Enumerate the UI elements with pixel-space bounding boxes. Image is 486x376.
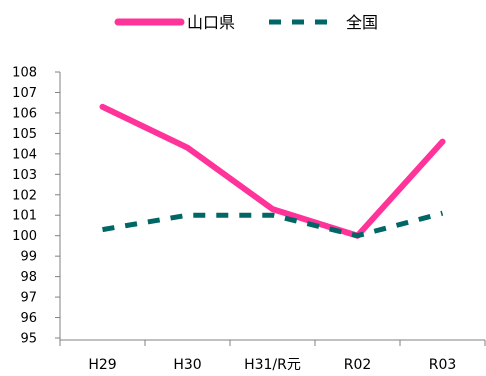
y-tick-label: 98: [20, 270, 37, 285]
y-tick-label: 107: [12, 86, 37, 101]
y-tick-label: 97: [20, 291, 37, 306]
x-tick-label: R03: [429, 357, 457, 373]
legend-label: 山口県: [187, 13, 235, 32]
legend-item: 山口県: [114, 13, 235, 32]
legend-item: 全国: [269, 13, 378, 32]
y-tick-label: 96: [20, 311, 37, 326]
x-tick-label: H29: [88, 357, 116, 373]
series-layer: [99, 103, 446, 239]
x-tick-label: H30: [173, 357, 201, 373]
y-tick-label: 108: [12, 66, 37, 81]
x-tick-label: H31/R元: [244, 357, 301, 373]
y-tick-label: 104: [12, 147, 37, 162]
y-tick-label: 102: [12, 188, 37, 203]
y-tick-label: 106: [12, 106, 37, 121]
x-tick-label: R02: [344, 357, 372, 373]
axes: 95 96 97 98 99 100 101 102 103 104 105 106 107 108 H29…: [12, 66, 486, 373]
y-tick-label: 99: [20, 250, 37, 265]
y-tick-label: 105: [12, 127, 37, 142]
y-tick-label: 103: [12, 168, 37, 183]
legend: 山口県 全国: [114, 13, 378, 32]
y-tick-label: 100: [12, 229, 37, 244]
series-line-national: [102, 210, 444, 239]
y-tick-label: 101: [12, 209, 37, 224]
legend-label: 全国: [346, 13, 378, 32]
y-tick-label: 95: [20, 332, 37, 347]
